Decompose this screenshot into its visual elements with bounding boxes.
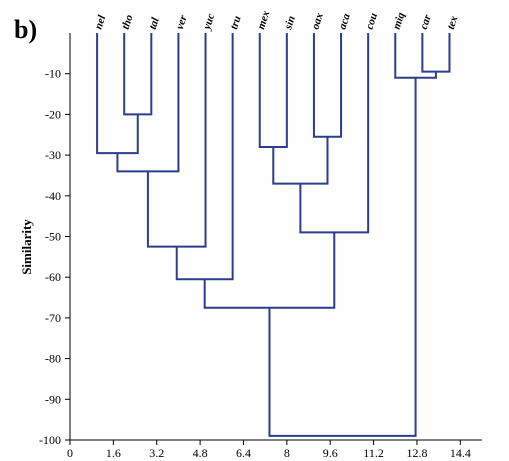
leaf-label-car: car (418, 13, 434, 31)
leaf-label-tex: tex (445, 14, 461, 31)
dendrogram-link-m4 (312, 33, 343, 138)
leaf-label-tal: tal (147, 15, 162, 31)
leaf-label-aca: aca (336, 12, 352, 31)
y-tick-label: -100 (39, 433, 61, 447)
leaf-label-yuc: yuc (200, 12, 217, 33)
x-tick-label: 4.8 (193, 446, 208, 460)
y-tick-label: -80 (45, 352, 61, 366)
x-tick-label: 3.2 (149, 446, 164, 460)
x-tick-label: 6.4 (236, 446, 251, 460)
dendrogram-link-m3 (123, 33, 153, 116)
y-tick-label: -20 (45, 107, 61, 121)
dendrogram-link-m13 (268, 77, 417, 437)
y-tick-label: -30 (45, 148, 61, 162)
y-tick-label: -50 (45, 230, 61, 244)
dendrogram-links (96, 33, 451, 437)
x-tick-label: 12.8 (406, 446, 427, 460)
x-tick-label: 9.6 (323, 446, 338, 460)
dendrogram-link-m10 (146, 33, 207, 248)
dendrogram-link-m9 (299, 33, 370, 234)
x-tick-label: 8 (284, 446, 290, 460)
y-tick-label: -90 (45, 392, 61, 406)
x-tick-label: 11.2 (363, 446, 384, 460)
dendrogram-link-m5 (258, 33, 288, 148)
leaf-label-ver: ver (174, 13, 190, 31)
panel-label: b) (14, 15, 37, 44)
axes: -10 -20 -30 -40 -50 -60 -70 -80 -90 -100 0 1.6 3.2 4.… (39, 33, 482, 460)
y-axis-title: Similarity (19, 219, 34, 275)
x-tick-label: 14.4 (450, 446, 471, 460)
leaf-label-miq: miq (391, 10, 408, 30)
y-tick-label: -70 (45, 311, 61, 325)
leaf-label-tru: tru (228, 14, 244, 31)
dendrogram-link-m8 (272, 136, 329, 185)
y-tick-label: -40 (45, 189, 61, 203)
leaf-labels: nel tho tal ver yuc tru mex sin oax aca cou miq car t… (93, 9, 461, 33)
y-tick-label: -10 (45, 67, 61, 81)
leaf-label-oax: oax (309, 11, 326, 31)
dendrogram-link-m7 (116, 33, 180, 173)
leaf-label-nel: nel (93, 13, 109, 31)
y-tick-label: -60 (45, 270, 61, 284)
leaf-label-mex: mex (255, 9, 272, 31)
x-tick-label: 1.6 (106, 446, 121, 460)
dendrogram-link-m1 (421, 33, 451, 73)
dendrogram-link-m12 (203, 232, 336, 309)
leaf-label-cou: cou (364, 12, 381, 31)
leaf-label-sin: sin (282, 14, 298, 31)
x-tick-label: 0 (67, 446, 73, 460)
leaf-label-tho: tho (120, 13, 136, 31)
dendrogram-link-m6 (96, 33, 139, 155)
